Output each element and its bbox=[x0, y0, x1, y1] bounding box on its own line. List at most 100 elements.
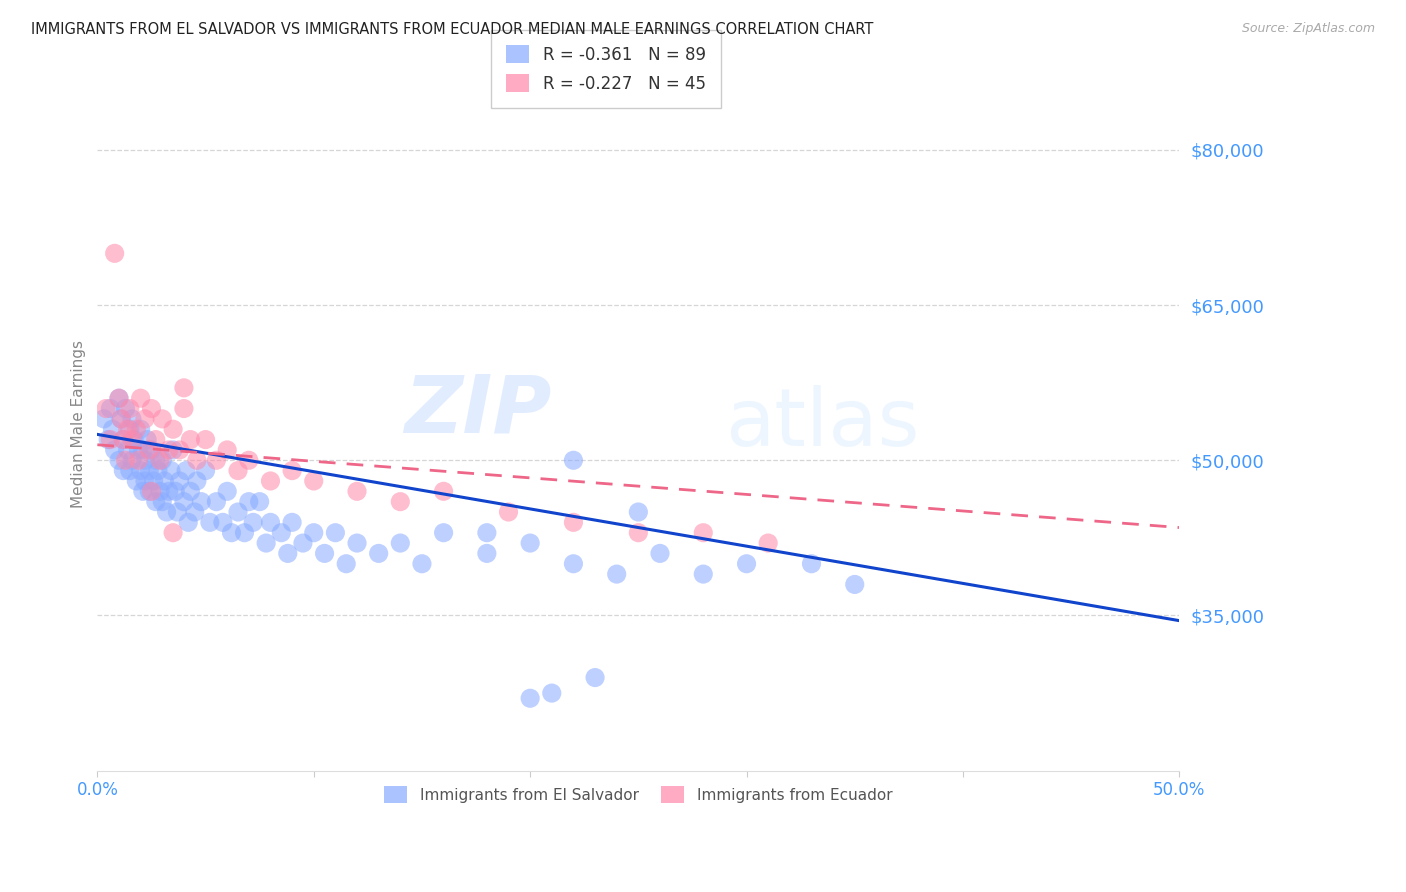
Point bbox=[112, 464, 135, 478]
Point bbox=[735, 557, 758, 571]
Point bbox=[150, 453, 173, 467]
Legend: Immigrants from El Salvador, Immigrants from Ecuador: Immigrants from El Salvador, Immigrants … bbox=[373, 774, 904, 815]
Point bbox=[146, 464, 169, 478]
Point bbox=[129, 464, 152, 478]
Point bbox=[226, 505, 249, 519]
Point bbox=[648, 546, 671, 560]
Point bbox=[259, 516, 281, 530]
Point bbox=[121, 453, 143, 467]
Point bbox=[198, 516, 221, 530]
Point bbox=[162, 422, 184, 436]
Point bbox=[179, 484, 201, 499]
Text: atlas: atlas bbox=[725, 385, 920, 463]
Point bbox=[498, 505, 520, 519]
Point bbox=[145, 453, 167, 467]
Point bbox=[162, 442, 184, 457]
Point bbox=[335, 557, 357, 571]
Point bbox=[118, 401, 141, 416]
Point bbox=[145, 433, 167, 447]
Point bbox=[205, 494, 228, 508]
Point bbox=[98, 401, 121, 416]
Point bbox=[606, 567, 628, 582]
Point bbox=[129, 391, 152, 405]
Point bbox=[519, 536, 541, 550]
Point bbox=[104, 442, 127, 457]
Point bbox=[302, 525, 325, 540]
Point bbox=[259, 474, 281, 488]
Point bbox=[157, 484, 180, 499]
Point bbox=[173, 381, 195, 395]
Point bbox=[138, 484, 160, 499]
Point bbox=[583, 671, 606, 685]
Point bbox=[153, 474, 176, 488]
Point bbox=[800, 557, 823, 571]
Point bbox=[174, 464, 197, 478]
Point bbox=[97, 433, 120, 447]
Point bbox=[562, 516, 585, 530]
Point bbox=[157, 442, 180, 457]
Point bbox=[346, 484, 368, 499]
Point bbox=[249, 494, 271, 508]
Point bbox=[160, 464, 183, 478]
Point bbox=[346, 536, 368, 550]
Point bbox=[194, 433, 217, 447]
Point bbox=[562, 453, 585, 467]
Point bbox=[166, 505, 188, 519]
Point bbox=[155, 505, 177, 519]
Point bbox=[179, 433, 201, 447]
Point bbox=[150, 494, 173, 508]
Point bbox=[117, 422, 139, 436]
Point bbox=[226, 464, 249, 478]
Point bbox=[162, 525, 184, 540]
Point bbox=[205, 453, 228, 467]
Point bbox=[114, 401, 136, 416]
Point bbox=[190, 494, 212, 508]
Text: Source: ZipAtlas.com: Source: ZipAtlas.com bbox=[1241, 22, 1375, 36]
Point bbox=[844, 577, 866, 591]
Point bbox=[104, 246, 127, 260]
Point bbox=[125, 422, 148, 436]
Point bbox=[475, 525, 498, 540]
Point bbox=[432, 484, 454, 499]
Point bbox=[389, 494, 412, 508]
Point bbox=[149, 484, 172, 499]
Point bbox=[132, 484, 155, 499]
Point bbox=[389, 536, 412, 550]
Point bbox=[132, 442, 155, 457]
Point bbox=[118, 422, 141, 436]
Point bbox=[117, 442, 139, 457]
Point bbox=[165, 484, 187, 499]
Point bbox=[238, 453, 260, 467]
Point bbox=[186, 453, 208, 467]
Point bbox=[127, 453, 149, 467]
Point bbox=[183, 505, 205, 519]
Point bbox=[302, 474, 325, 488]
Point bbox=[432, 525, 454, 540]
Point bbox=[94, 401, 117, 416]
Point bbox=[136, 433, 159, 447]
Point bbox=[627, 525, 650, 540]
Y-axis label: Median Male Earnings: Median Male Earnings bbox=[72, 340, 86, 508]
Point bbox=[242, 516, 264, 530]
Point bbox=[756, 536, 779, 550]
Point bbox=[281, 464, 304, 478]
Point bbox=[186, 474, 208, 488]
Point bbox=[314, 546, 336, 560]
Text: ZIP: ZIP bbox=[405, 371, 551, 450]
Point bbox=[112, 433, 135, 447]
Point bbox=[562, 557, 585, 571]
Point bbox=[134, 474, 156, 488]
Point bbox=[138, 442, 160, 457]
Point bbox=[101, 422, 124, 436]
Point bbox=[108, 391, 131, 405]
Point bbox=[217, 484, 239, 499]
Point bbox=[142, 474, 165, 488]
Point bbox=[325, 525, 347, 540]
Point bbox=[627, 505, 650, 519]
Point bbox=[173, 401, 195, 416]
Point bbox=[121, 433, 143, 447]
Point bbox=[114, 453, 136, 467]
Point bbox=[173, 494, 195, 508]
Point bbox=[150, 412, 173, 426]
Point bbox=[110, 412, 132, 426]
